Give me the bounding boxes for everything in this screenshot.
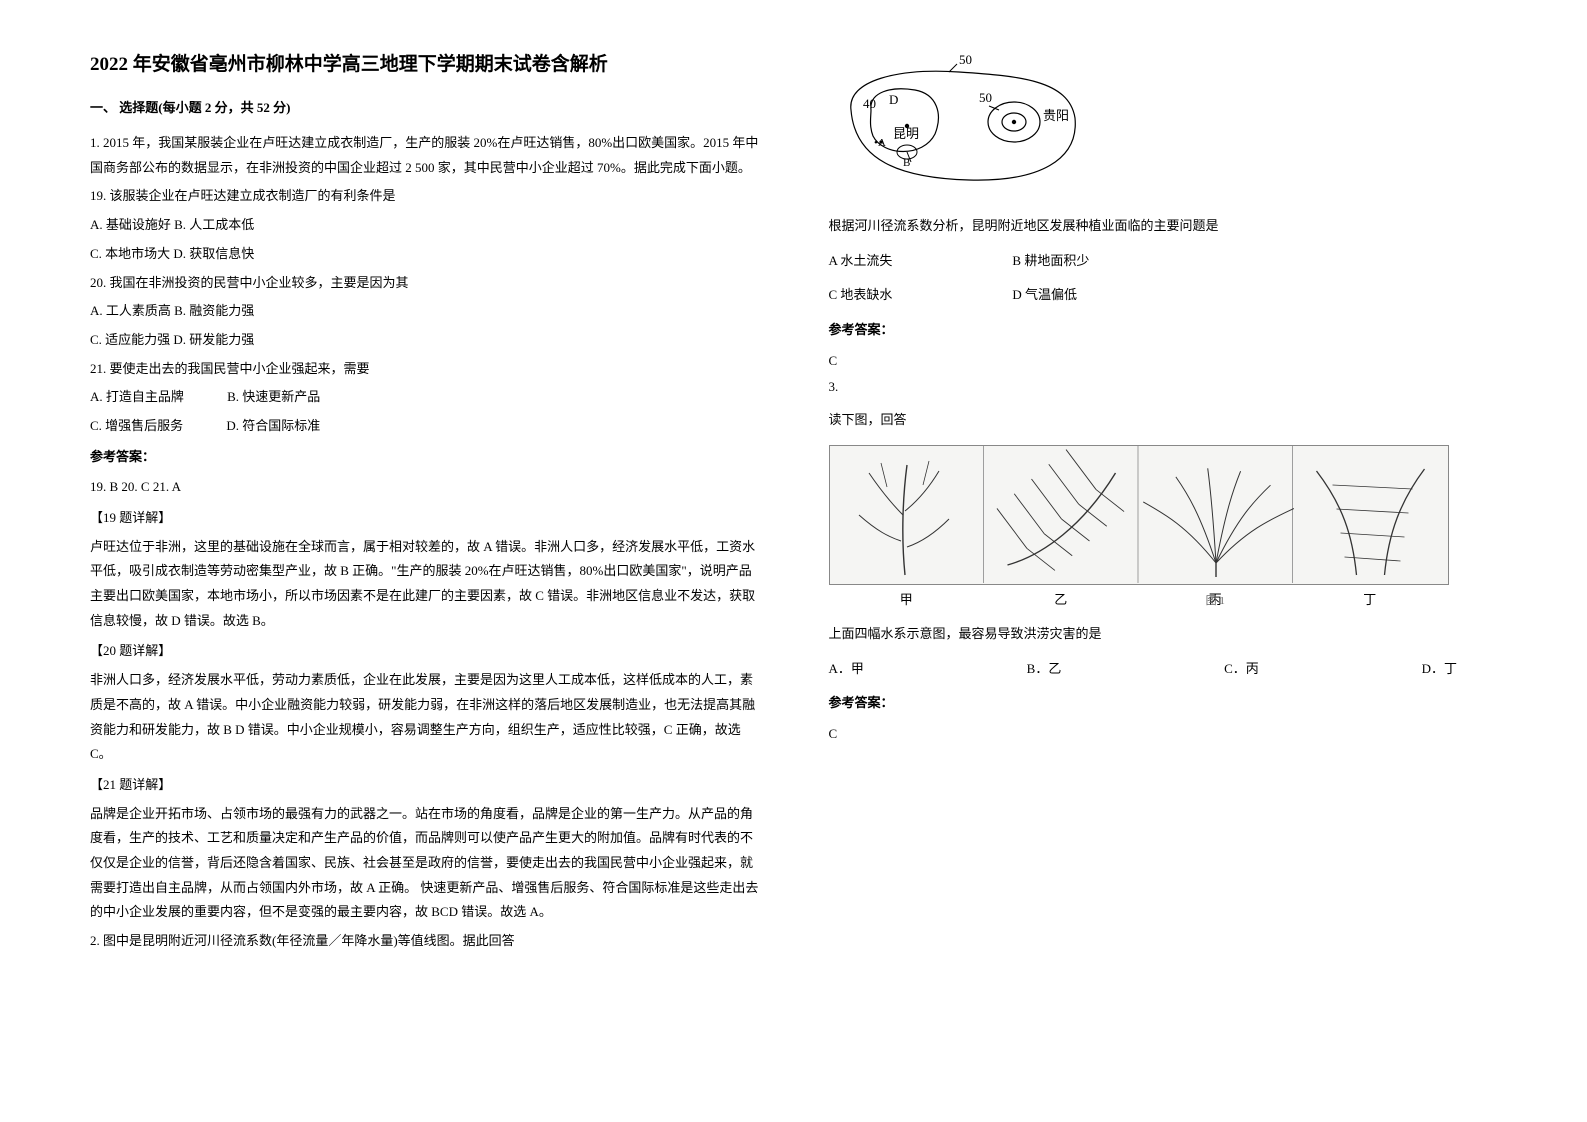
q2-a: A 水土流失 bbox=[829, 249, 893, 274]
q21-options-cd: C. 增强售后服务 D. 符合国际标准 bbox=[90, 414, 759, 439]
svg-text:D: D bbox=[889, 92, 898, 107]
q3-b: B．乙 bbox=[1027, 657, 1062, 682]
q2-options-row2: C 地表缺水 D 气温偏低 bbox=[829, 283, 1498, 308]
q1-answers: 19. B 20. C 21. A bbox=[90, 475, 759, 500]
q3-prompt: 上面四幅水系示意图，最容易导致洪涝灾害的是 bbox=[829, 622, 1498, 647]
q19-stem: 19. 该服装企业在卢旺达建立成衣制造厂的有利条件是 bbox=[90, 184, 759, 209]
q1-intro: 1. 2015 年，我国某服装企业在卢旺达建立成衣制造厂，生产的服装 20%在卢… bbox=[90, 131, 759, 180]
q21-b: B. 快速更新产品 bbox=[227, 389, 320, 404]
q3-c: C．丙 bbox=[1224, 657, 1259, 682]
svg-text:贵阳: 贵阳 bbox=[1043, 108, 1069, 123]
q20-options-cd: C. 适应能力强 D. 研发能力强 bbox=[90, 328, 759, 353]
q3-a: A．甲 bbox=[829, 657, 864, 682]
detail-20-head: 【20 题详解】 bbox=[90, 639, 759, 664]
q2-b: B 耕地面积少 bbox=[1012, 249, 1089, 274]
answer-label-1: 参考答案： bbox=[90, 445, 759, 470]
q2-prompt: 根据河川径流系数分析，昆明附近地区发展种植业面临的主要问题是 bbox=[829, 214, 1498, 239]
svg-text:图 1: 图 1 bbox=[1205, 594, 1224, 607]
section-head: 一、 选择题(每小题 2 分，共 52 分) bbox=[90, 96, 759, 121]
q21-d: D. 符合国际标准 bbox=[226, 418, 320, 433]
q20-stem: 20. 我国在非洲投资的民营中小企业较多，主要是因为其 bbox=[90, 271, 759, 296]
q2-options-row1: A 水土流失 B 耕地面积少 bbox=[829, 249, 1498, 274]
svg-text:昆明: 昆明 bbox=[893, 126, 919, 141]
q2-answer: C bbox=[829, 349, 1498, 374]
detail-19-body: 卢旺达位于非洲，这里的基础设施在全球而言，属于相对较差的，故 A 错误。非洲人口… bbox=[90, 535, 759, 634]
q21-options-ab: A. 打造自主品牌 B. 快速更新产品 bbox=[90, 385, 759, 410]
detail-19-head: 【19 题详解】 bbox=[90, 506, 759, 531]
q3-d: D．丁 bbox=[1422, 657, 1457, 682]
detail-21-body: 品牌是企业开拓市场、占领市场的最强有力的武器之一。站在市场的角度看，品牌是企业的… bbox=[90, 802, 759, 925]
svg-text:•A: •A bbox=[874, 137, 886, 149]
q21-a: A. 打造自主品牌 bbox=[90, 389, 184, 404]
figure-river-panels: 甲乙丙丁图 1 bbox=[829, 445, 1498, 610]
svg-text:40: 40 bbox=[863, 96, 876, 111]
answer-label-3: 参考答案： bbox=[829, 691, 1498, 716]
q3-num: 3. bbox=[829, 375, 1498, 400]
svg-text:丁: 丁 bbox=[1363, 592, 1376, 607]
svg-text:50: 50 bbox=[959, 52, 972, 67]
q20-options-ab: A. 工人素质高 B. 融资能力强 bbox=[90, 299, 759, 324]
q2-d: D 气温偏低 bbox=[1012, 283, 1077, 308]
svg-text:乙: 乙 bbox=[1054, 592, 1067, 607]
q19-options-cd: C. 本地市场大 D. 获取信息快 bbox=[90, 242, 759, 267]
q21-stem: 21. 要使走出去的我国民营中小企业强起来，需要 bbox=[90, 357, 759, 382]
q2-c: C 地表缺水 bbox=[829, 283, 893, 308]
figure-contour-map: 50 50 40 D 昆明 •A B 贵阳 bbox=[829, 50, 1498, 200]
q3-answer: C bbox=[829, 722, 1498, 747]
svg-text:50: 50 bbox=[979, 90, 992, 105]
detail-21-head: 【21 题详解】 bbox=[90, 773, 759, 798]
q19-options-ab: A. 基础设施好 B. 人工成本低 bbox=[90, 213, 759, 238]
page-title: 2022 年安徽省亳州市柳林中学高三地理下学期期末试卷含解析 bbox=[90, 50, 759, 80]
svg-text:甲: 甲 bbox=[899, 592, 912, 607]
q2-stem: 2. 图中是昆明附近河川径流系数(年径流量／年降水量)等值线图。据此回答 bbox=[90, 929, 759, 954]
q3-options: A．甲 B．乙 C．丙 D．丁 bbox=[829, 657, 1498, 682]
svg-text:B: B bbox=[903, 157, 910, 169]
answer-label-2: 参考答案： bbox=[829, 318, 1498, 343]
detail-20-body: 非洲人口多，经济发展水平低，劳动力素质低，企业在此发展，主要是因为这里人工成本低… bbox=[90, 668, 759, 767]
q3-intro: 读下图，回答 bbox=[829, 408, 1498, 433]
q21-c: C. 增强售后服务 bbox=[90, 418, 183, 433]
